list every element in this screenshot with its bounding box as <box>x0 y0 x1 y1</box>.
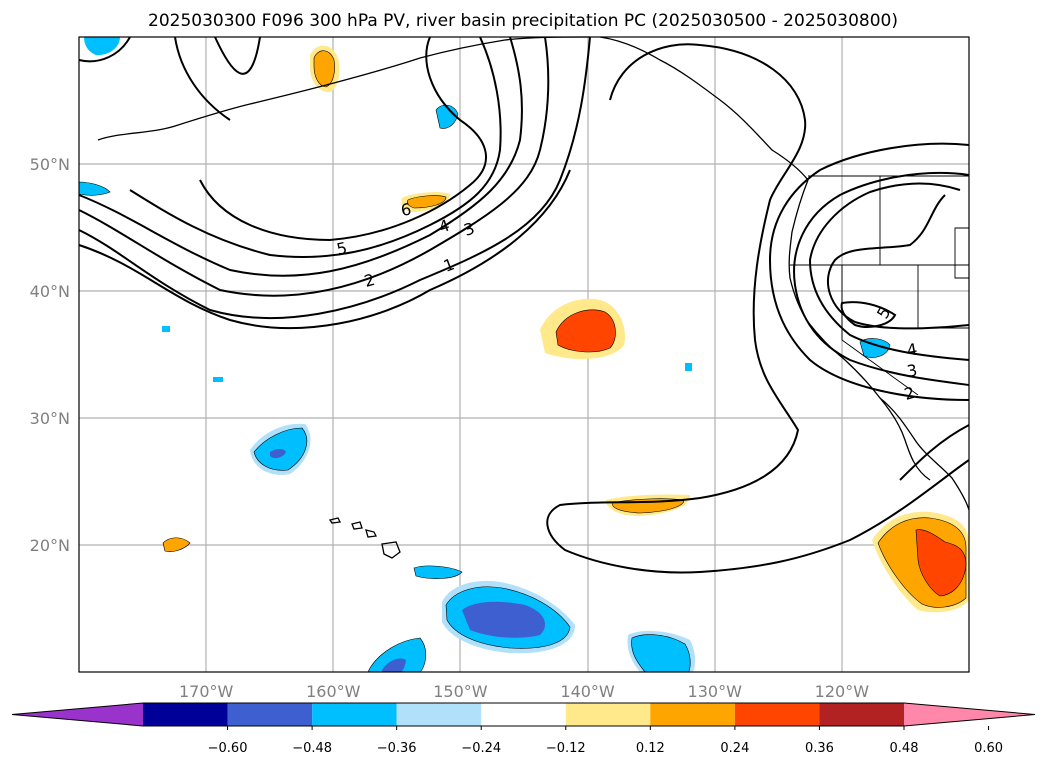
colorbar-segment <box>12 703 143 726</box>
precip-patch-negative <box>270 449 286 459</box>
colorbar-segment <box>565 703 651 726</box>
colorbar-segment <box>143 703 228 726</box>
coastline-gulf-of-alaska <box>599 36 809 181</box>
colorbar-segment <box>904 703 1035 726</box>
latitude-labels: 20°N 30°N 40°N 50°N <box>30 155 70 555</box>
borders <box>790 175 970 396</box>
pv-contour-label: 2 <box>902 383 917 404</box>
precip-patch-negative <box>435 104 459 129</box>
coastlines <box>97 36 970 559</box>
precip-patch-negative <box>462 601 545 638</box>
lat-tick-label: 30°N <box>30 409 70 428</box>
pv-contour-line <box>546 43 970 574</box>
lon-tick-label: 140°W <box>560 682 615 701</box>
map-frame <box>78 36 970 673</box>
colorbar: −0.60 −0.48 −0.36 −0.24 −0.12 0.12 0.24 0.36 0.4… <box>11 702 1036 756</box>
pv-contour-line <box>78 36 523 277</box>
coastline-alaska <box>97 36 591 141</box>
lat-tick-label: 40°N <box>30 282 70 301</box>
pv-contour-line <box>78 169 571 330</box>
precip-patch-positive <box>915 529 967 597</box>
pv-contour-label: 3 <box>905 360 918 380</box>
map-background <box>79 37 969 672</box>
pv-contour-line <box>78 36 131 63</box>
colorbar-tick-label: −0.12 <box>546 741 586 756</box>
precip-patch-positive <box>313 50 335 88</box>
pv-contour-line <box>129 36 502 258</box>
pv-contour-line <box>899 424 970 481</box>
coastline-baja <box>879 397 931 481</box>
pv-contours <box>78 36 970 574</box>
colorbar-segment <box>481 703 566 726</box>
colorbar-segment <box>734 703 820 726</box>
coastline-hawaii-3 <box>365 529 377 538</box>
precip-patch-negative <box>382 658 406 672</box>
lat-tick-label: 50°N <box>30 155 70 174</box>
lon-tick-label: 120°W <box>815 682 870 701</box>
precip-patch-negative <box>367 637 427 673</box>
pv-contour-line <box>808 182 970 361</box>
pv-contour-label: 5 <box>335 238 349 259</box>
precip-patch-negative <box>685 363 692 371</box>
colorbar-tick-label: 0.48 <box>890 741 919 756</box>
precip-patch-negative <box>162 326 170 332</box>
precip-patches <box>78 37 970 673</box>
coastline-hawaii-4 <box>381 541 401 559</box>
longitude-labels: 170°W 160°W 150°W 140°W 130°W 120°W <box>179 682 869 701</box>
colorbar-outline <box>11 702 1036 727</box>
precip-patch-negative <box>213 377 223 382</box>
pv-contour-line <box>78 36 550 297</box>
colorbar-tick-label: 0.12 <box>636 741 665 756</box>
colorbar-tick-label: −0.60 <box>208 741 248 756</box>
precip-patch-negative <box>631 634 691 673</box>
colorbar-segment <box>396 703 482 726</box>
pv-contour-line <box>793 172 970 386</box>
colorbar-tick-label: −0.36 <box>377 741 417 756</box>
pv-contour-line <box>768 142 970 401</box>
colorbar-tick-label: 0.36 <box>805 741 834 756</box>
pv-contour-label: 4 <box>905 339 918 359</box>
colorbar-segment <box>650 703 735 726</box>
colorbar-segment <box>227 703 313 726</box>
map-panel: 1 2 3 4 5 6 5 4 3 2 <box>78 36 970 673</box>
colorbar-segment <box>312 703 397 726</box>
precip-patch-negative <box>78 181 111 196</box>
pv-contour-line <box>840 301 897 328</box>
lon-tick-label: 130°W <box>688 682 743 701</box>
chart-title: 2025030300 F096 300 hPa PV, river basin … <box>148 11 898 31</box>
colorbar-tick-label: −0.48 <box>292 741 332 756</box>
lon-tick-label: 150°W <box>433 682 488 701</box>
precip-patch-positive <box>162 537 191 552</box>
pv-contour-label: 6 <box>399 199 412 219</box>
coastline-hawaii-2 <box>351 521 363 530</box>
colorbar-tick-label: 0.24 <box>720 741 749 756</box>
precip-patch-negative <box>84 37 120 56</box>
colorbar-tick-label: −0.24 <box>461 741 501 756</box>
pv-contour-line <box>78 36 591 320</box>
coastline-west-coast <box>788 179 970 511</box>
precip-patch-positive <box>406 195 447 209</box>
pv-contour-line <box>826 194 970 330</box>
colorbar-segment <box>819 703 904 726</box>
precip-patch-negative <box>413 565 463 579</box>
colorbar-tick-label: 0.60 <box>974 741 1003 756</box>
lat-tick-label: 20°N <box>30 536 70 555</box>
pv-contour-line <box>199 36 487 242</box>
border-us-states-3 <box>841 265 919 396</box>
pv-contour-label: 2 <box>362 270 377 291</box>
precip-patch-positive <box>555 309 616 353</box>
pv-contour-line <box>174 36 261 121</box>
lon-tick-label: 160°W <box>306 682 361 701</box>
lon-tick-label: 170°W <box>179 682 234 701</box>
coastline-hawaii-1 <box>328 517 341 524</box>
